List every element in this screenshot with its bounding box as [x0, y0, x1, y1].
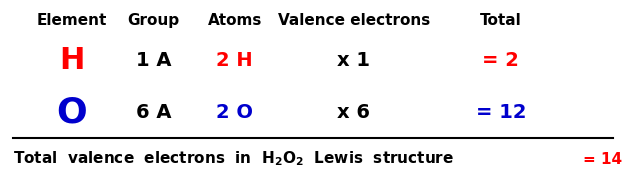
Text: x 6: x 6	[337, 102, 370, 122]
Text: Group: Group	[127, 13, 180, 28]
Text: = 2: = 2	[483, 51, 519, 70]
Text: 6 A: 6 A	[136, 102, 171, 122]
Text: 1 A: 1 A	[136, 51, 171, 70]
Text: Total: Total	[480, 13, 521, 28]
Text: Element: Element	[37, 13, 107, 28]
Text: 2 H: 2 H	[217, 51, 253, 70]
Text: x 1: x 1	[337, 51, 370, 70]
Text: 2 O: 2 O	[216, 102, 254, 122]
Text: Atoms: Atoms	[208, 13, 262, 28]
Text: = 12: = 12	[476, 102, 526, 122]
Text: = 14 electrons: = 14 electrons	[583, 152, 626, 167]
Text: Total  valence  electrons  in  $\mathbf{H_2O_2}$  Lewis  structure: Total valence electrons in $\mathbf{H_2O…	[13, 150, 454, 168]
Text: Valence electrons: Valence electrons	[277, 13, 430, 28]
Text: H: H	[59, 46, 85, 75]
Text: O: O	[56, 95, 88, 129]
